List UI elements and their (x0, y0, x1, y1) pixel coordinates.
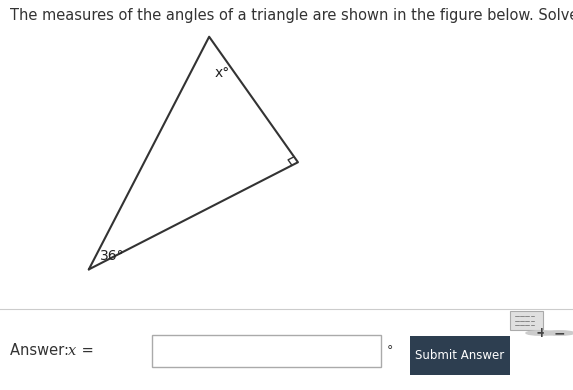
Text: −: − (554, 326, 565, 340)
Bar (152, 335, 381, 367)
Text: °: ° (387, 344, 393, 357)
Circle shape (526, 331, 556, 335)
Bar (410, 336, 510, 375)
Circle shape (544, 331, 573, 335)
Text: Answer:: Answer: (10, 343, 79, 358)
Text: +: + (535, 326, 547, 340)
Text: Submit Answer: Submit Answer (415, 349, 504, 362)
FancyBboxPatch shape (510, 311, 543, 330)
Text: =: = (77, 343, 94, 358)
Text: 36°: 36° (100, 249, 125, 263)
Text: x: x (68, 344, 76, 358)
Text: The measures of the angles of a triangle are shown in the figure below. Solve fo: The measures of the angles of a triangle… (10, 8, 573, 23)
Text: x°: x° (215, 66, 230, 80)
